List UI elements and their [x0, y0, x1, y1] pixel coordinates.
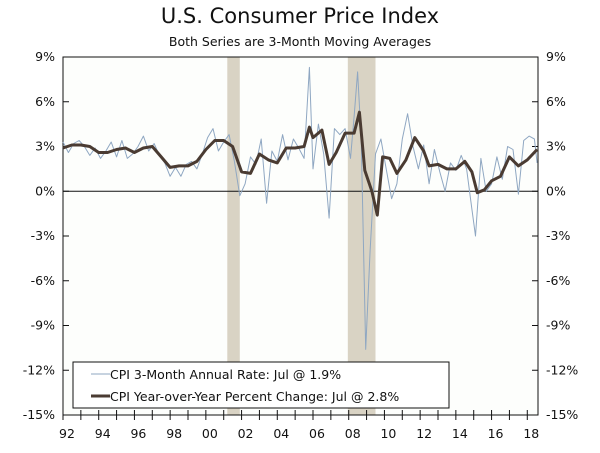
x-tick-label: 92 — [59, 426, 75, 441]
y-tick-label-left: -3% — [31, 228, 55, 243]
y-tick-label-left: 9% — [35, 49, 55, 64]
chart-subtitle: Both Series are 3-Month Moving Averages — [168, 34, 432, 49]
x-tick-label: 18 — [523, 426, 539, 441]
y-tick-label-left: -15% — [23, 407, 55, 422]
x-tick-label: 02 — [238, 426, 254, 441]
y-tick-label-left: 3% — [35, 139, 55, 154]
x-tick-label: 12 — [416, 426, 432, 441]
x-tick-label: 10 — [380, 426, 396, 441]
y-tick-label-left: -9% — [31, 318, 55, 333]
x-tick-label: 94 — [95, 426, 111, 441]
y-tick-label-right: 9% — [546, 49, 566, 64]
y-tick-label-right: 3% — [546, 139, 566, 154]
y-tick-label-right: -3% — [546, 228, 570, 243]
y-tick-label-right: -6% — [546, 273, 570, 288]
x-tick-label: 16 — [488, 426, 504, 441]
legend-box — [72, 361, 450, 409]
series-line-3-month — [62, 66, 538, 350]
x-tick-label: 98 — [166, 426, 182, 441]
chart-title: U.S. Consumer Price Index — [160, 4, 440, 28]
series-line-yoy — [62, 110, 539, 217]
legend-label: CPI 3-Month Annual Rate: Jul @ 1.9% — [110, 367, 341, 382]
legend-label: CPI Year-over-Year Percent Change: Jul @… — [110, 389, 399, 404]
y-tick-label-right: -9% — [546, 318, 570, 333]
x-tick-label: 96 — [130, 426, 146, 441]
y-tick-label-left: 0% — [35, 183, 55, 198]
x-tick-label: 14 — [452, 426, 468, 441]
y-tick-label-left: 6% — [35, 94, 55, 109]
y-tick-label-left: -12% — [23, 362, 55, 377]
x-tick-label: 04 — [273, 426, 289, 441]
y-tick-label-left: -6% — [31, 273, 55, 288]
x-tick-label: 06 — [309, 426, 325, 441]
y-tick-label-right: -15% — [546, 407, 578, 422]
y-tick-label-right: -12% — [546, 362, 578, 377]
x-tick-label: 08 — [345, 426, 361, 441]
y-tick-label-right: 6% — [546, 94, 566, 109]
legend: CPI 3-Month Annual Rate: Jul @ 1.9% CPI Y… — [72, 361, 450, 409]
plot-background — [63, 57, 538, 415]
y-tick-label-right: 0% — [546, 183, 566, 198]
recession-band — [227, 57, 240, 415]
x-tick-label: 00 — [202, 426, 218, 441]
